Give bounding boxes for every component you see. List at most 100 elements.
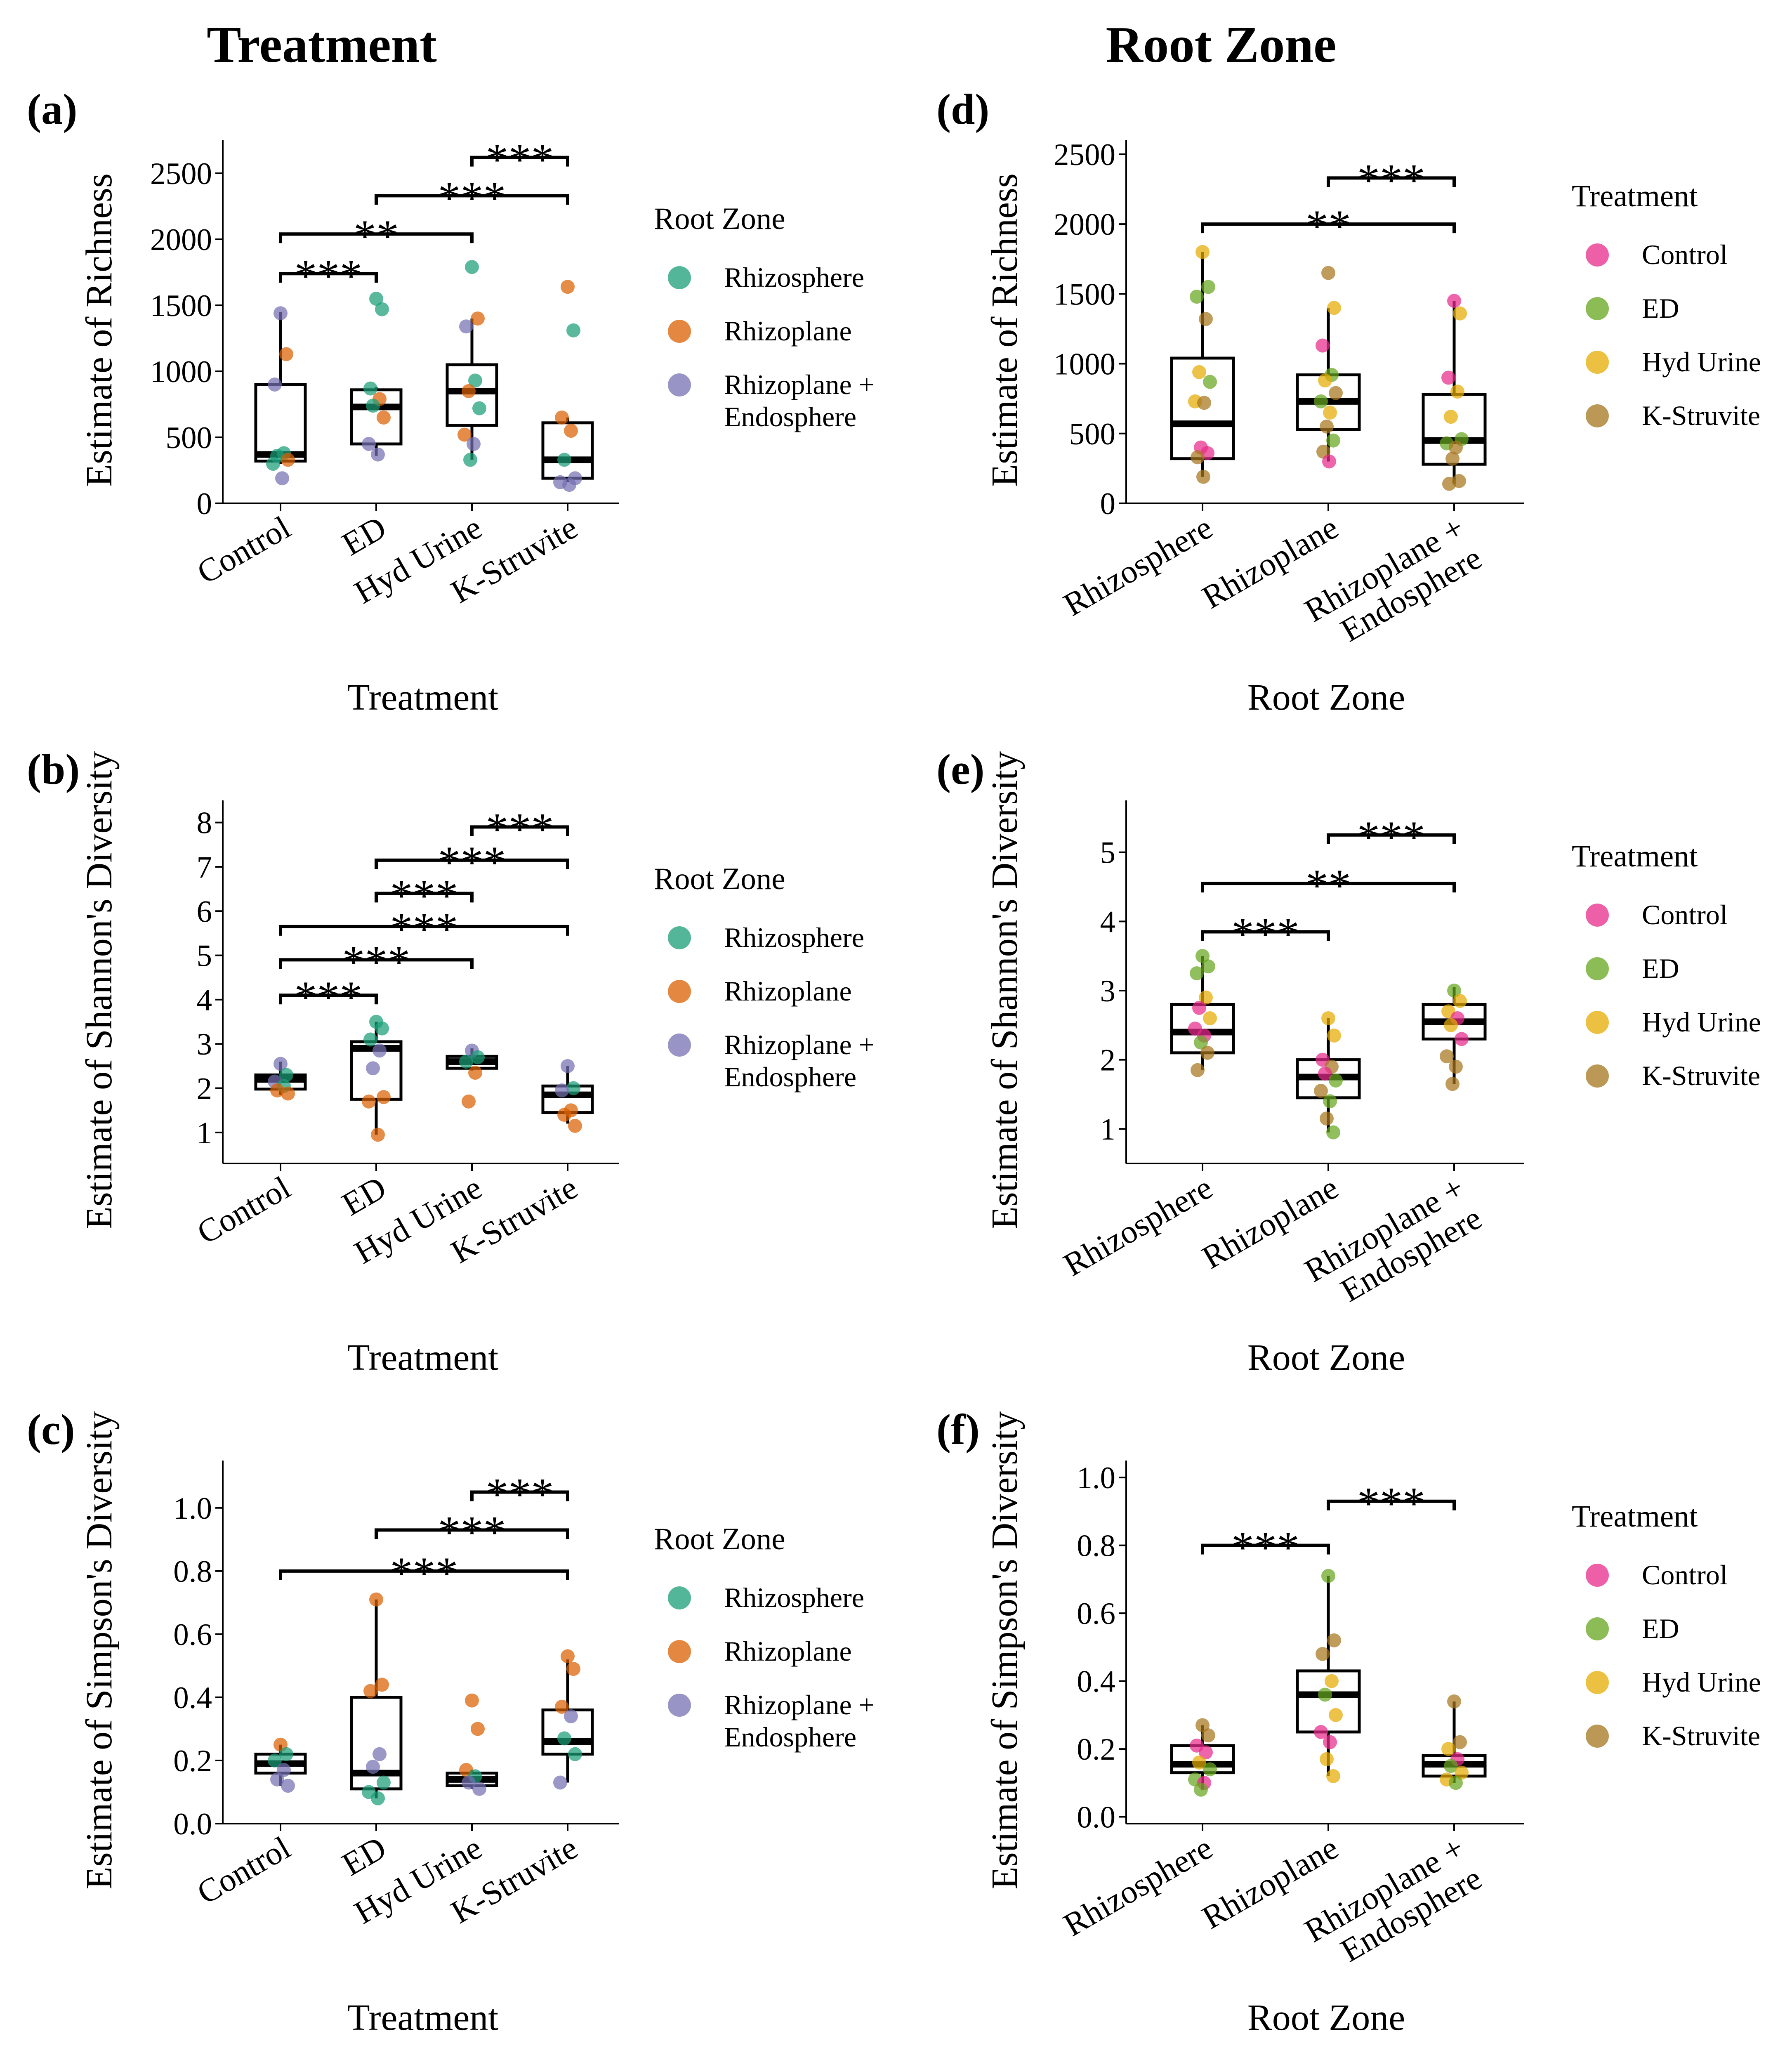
data-point	[1199, 990, 1213, 1005]
box	[350, 1696, 403, 1791]
data-point	[275, 471, 289, 486]
data-point	[274, 1057, 288, 1071]
significance-bracket	[375, 858, 569, 869]
x-axis-label: Treatment	[347, 677, 499, 718]
data-point	[1455, 1032, 1469, 1046]
data-point	[1195, 1718, 1210, 1732]
data-point	[1449, 440, 1463, 455]
data-point	[1316, 1647, 1330, 1661]
legend-label: ED	[1642, 1613, 1679, 1644]
data-point	[1320, 1111, 1334, 1126]
legend-key	[1586, 297, 1609, 320]
box	[446, 363, 498, 427]
significance-stars: ***	[1231, 1522, 1299, 1573]
data-point	[471, 1050, 485, 1064]
data-point	[1203, 375, 1217, 389]
significance-bracket	[1327, 176, 1456, 187]
significance-stars: ***	[295, 972, 363, 1022]
y-tick-label: 2500	[1054, 138, 1115, 172]
y-axis-label: Estimate of Shannon's Diversity	[984, 751, 1025, 1229]
y-tick-label: 2	[197, 1072, 212, 1106]
data-point	[557, 1731, 571, 1746]
data-point	[1321, 1011, 1335, 1025]
data-point	[268, 378, 282, 392]
data-point	[1190, 966, 1204, 981]
data-point	[362, 1094, 376, 1109]
data-point	[1327, 301, 1341, 315]
legend-label: Rhizosphere	[724, 262, 864, 293]
data-point	[377, 411, 391, 425]
data-point	[373, 1043, 387, 1058]
data-point	[1453, 1735, 1467, 1749]
data-point	[1455, 1765, 1469, 1780]
y-tick-label: 0.4	[173, 1681, 212, 1715]
significance-stars: ***	[486, 135, 554, 185]
legend-label: Hyd Urine	[1642, 1006, 1761, 1038]
y-axis-label: Estimate of Simpson's Diversity	[79, 1411, 120, 1890]
y-tick-label: 1500	[150, 289, 212, 323]
significance-stars: **	[1306, 860, 1351, 911]
legend-label: ED	[1642, 293, 1679, 324]
data-point	[1326, 433, 1340, 448]
legend-key	[1586, 1011, 1609, 1034]
significance-stars: ***	[342, 937, 410, 987]
legend-label: Control	[1642, 239, 1728, 270]
data-point	[373, 1747, 387, 1761]
x-tick-label: Control	[191, 1829, 297, 1911]
x-tick-label: ED	[336, 509, 392, 563]
significance-stars: **	[1306, 201, 1351, 251]
data-point	[1199, 312, 1213, 326]
column-title-treatment: Treatment	[207, 17, 437, 73]
y-tick-label: 6	[197, 894, 212, 929]
significance-stars: ***	[1357, 812, 1425, 862]
legend-label: Rhizoplane + Endosphere	[724, 1689, 875, 1753]
legend-label: Rhizosphere	[724, 1582, 864, 1613]
data-point	[465, 1693, 479, 1708]
data-point	[555, 1083, 569, 1097]
legend-label: K-Struvite	[1642, 1720, 1760, 1751]
x-axis-label: Root Zone	[1247, 1337, 1405, 1378]
data-point	[555, 1699, 569, 1714]
panel-label: (f)	[936, 1405, 980, 1454]
legend: Treatment Control ED Hyd Urine K-Struvite	[1572, 179, 1761, 431]
data-point	[1447, 983, 1461, 998]
data-point	[1323, 1094, 1337, 1109]
data-point	[1326, 1769, 1340, 1783]
y-tick-label: 0.4	[1077, 1665, 1115, 1699]
significance-stars: ***	[1231, 909, 1299, 959]
legend-label: Rhizoplane	[724, 975, 852, 1007]
data-point	[1325, 1674, 1339, 1688]
data-point	[366, 1760, 380, 1774]
y-tick-label: 2500	[150, 157, 212, 191]
data-point	[1192, 1755, 1206, 1770]
significance-bracket	[470, 825, 569, 836]
significance-bracket	[279, 1569, 569, 1580]
legend-key	[668, 1640, 691, 1663]
data-point	[363, 381, 377, 396]
significance-bracket	[279, 272, 378, 283]
data-point	[1453, 306, 1467, 321]
data-point	[1441, 370, 1455, 385]
y-tick-label: 7	[197, 850, 212, 885]
y-axis-label: Estimate of Richness	[984, 173, 1025, 487]
data-point	[366, 1061, 380, 1076]
data-point	[564, 1709, 578, 1723]
legend-key	[1586, 904, 1609, 927]
y-tick-label: 3	[1100, 974, 1116, 1008]
data-point	[1447, 1694, 1461, 1708]
data-point	[363, 1684, 377, 1698]
data-point	[1453, 994, 1467, 1008]
data-point	[1195, 245, 1210, 259]
y-tick-label: 0.0	[173, 1807, 212, 1841]
data-point	[1192, 1001, 1206, 1015]
data-point	[463, 453, 477, 467]
legend-label: Control	[1642, 1559, 1728, 1590]
data-point	[371, 447, 385, 462]
significance-bracket	[375, 194, 569, 205]
data-point	[471, 1722, 485, 1736]
significance-stars: ***	[438, 1507, 506, 1557]
legend-key	[1586, 1725, 1609, 1748]
legend-label: Hyd Urine	[1642, 346, 1761, 378]
